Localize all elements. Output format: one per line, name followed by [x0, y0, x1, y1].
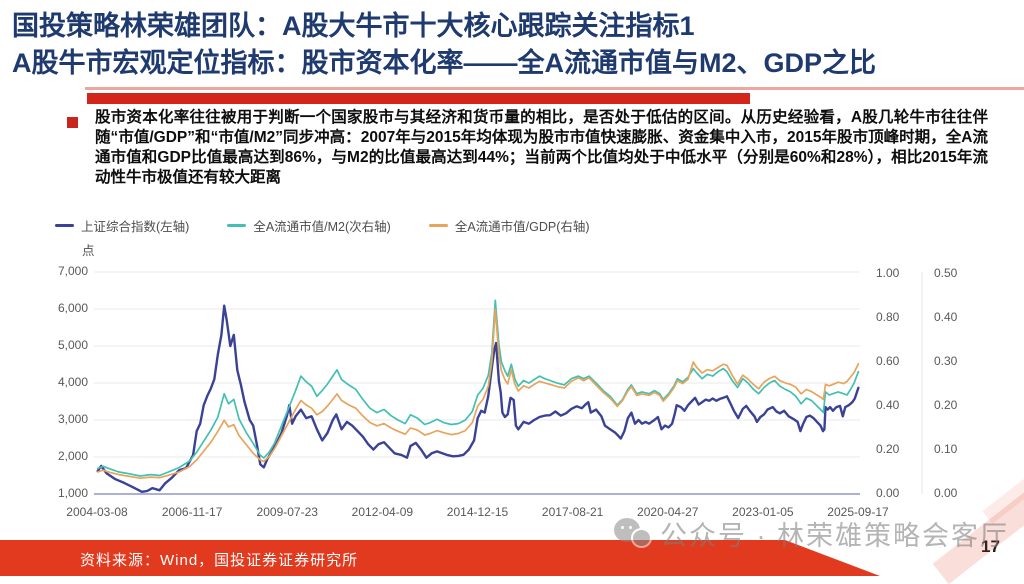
legend-swatch-gdp	[428, 224, 448, 227]
watermark: 公众号 · 林荣雄策略会客厅	[612, 513, 1009, 553]
series-left	[96, 304, 860, 493]
series-m2	[96, 299, 860, 477]
wechat-bubble-small	[633, 530, 650, 546]
x-axis-tick: 2023-01-05	[732, 505, 794, 519]
watermark-text: 公众号 · 林荣雄策略会客厅	[660, 520, 1009, 551]
title-hairline-rule	[85, 87, 1024, 90]
x-axis-tick: 2012-04-09	[351, 505, 414, 519]
right-axis-m2-tick: 0.50	[934, 266, 958, 280]
right-axis-m2-tick: 0.40	[934, 310, 958, 324]
right-axis-gdp-tick: 0.80	[876, 310, 900, 324]
right-axis-gdp-tick: 0.40	[876, 398, 900, 412]
bullet-paragraph: 股市资本化率往往被用于判断一个国家股市与其经济和货币量的相比，是否处于低估的区间…	[95, 109, 988, 186]
slide-title-line1: 国投策略林荣雄团队：A股大牛市十大核心跟踪关注指标1	[12, 11, 695, 41]
x-axis-tick: 2004-03-08	[66, 505, 128, 519]
x-axis-tick: 2006-11-17	[161, 505, 223, 519]
legend-label-m2: 全A流通市值/M2(次右轴)	[253, 220, 391, 234]
legend-item-gdp: 全A流通市值/GDP(右轴)	[428, 216, 590, 235]
bullet-square-icon	[67, 117, 78, 128]
legend-item-m2: 全A流通市值/M2(次右轴)	[227, 216, 391, 235]
footer-red-band	[0, 540, 880, 576]
wechat-icon	[612, 513, 652, 553]
left-axis-unit-label: 点	[82, 244, 95, 258]
x-axis-tick: 2025-09-17	[827, 505, 889, 519]
left-axis-tick: 4,000	[57, 375, 88, 389]
legend-item-sse: 上证综合指数(左轴)	[55, 216, 189, 235]
left-axis-tick: 3,000	[57, 412, 88, 426]
x-axis-tick: 2017-08-21	[541, 505, 604, 519]
x-axis-tick: 2020-04-27	[637, 505, 699, 519]
right-axis-m2-tick: 0.00	[934, 486, 958, 500]
right-axis-m2-tick: 0.10	[934, 442, 958, 456]
right-axis-gdp-tick: 0.00	[876, 486, 900, 500]
footer-source-text: 资料来源：Wind，国投证券证券研究所	[80, 552, 359, 569]
left-axis-tick: 5,000	[57, 338, 88, 352]
left-axis-tick: 1,000	[57, 486, 88, 500]
right-axis-m2-tick: 0.30	[934, 354, 958, 368]
legend-label-gdp: 全A流通市值/GDP(右轴)	[454, 220, 590, 234]
legend-swatch-sse	[55, 224, 74, 227]
right-axis-m2-tick: 0.20	[934, 398, 958, 412]
right-axis-gdp-tick: 1.00	[876, 266, 900, 280]
right-axis-gdp-tick: 0.20	[876, 442, 900, 456]
slide-title: 国投策略林荣雄团队：A股大牛市十大核心跟踪关注指标1 A股牛市宏观定位指标：股市…	[12, 8, 1012, 82]
slide-title-line2: A股牛市宏观定位指标：股市资本化率——全A流通市值与M2、GDP之比	[12, 48, 877, 78]
chart-legend: 上证综合指数(左轴) 全A流通市值/M2(次右轴) 全A流通市值/GDP(右轴)	[55, 216, 590, 235]
page-number: 17	[981, 537, 1000, 556]
left-axis-tick: 2,000	[57, 449, 88, 463]
left-axis-tick: 7,000	[57, 264, 88, 278]
legend-swatch-m2	[227, 224, 247, 227]
x-axis-tick: 2009-07-23	[256, 505, 318, 519]
x-axis-tick: 2014-12-15	[446, 505, 509, 519]
title-red-bar	[87, 93, 750, 104]
series-gdp	[96, 308, 860, 480]
right-axis-gdp-tick: 0.60	[876, 354, 900, 368]
legend-label-sse: 上证综合指数(左轴)	[81, 220, 190, 234]
left-axis-tick: 6,000	[57, 301, 88, 315]
